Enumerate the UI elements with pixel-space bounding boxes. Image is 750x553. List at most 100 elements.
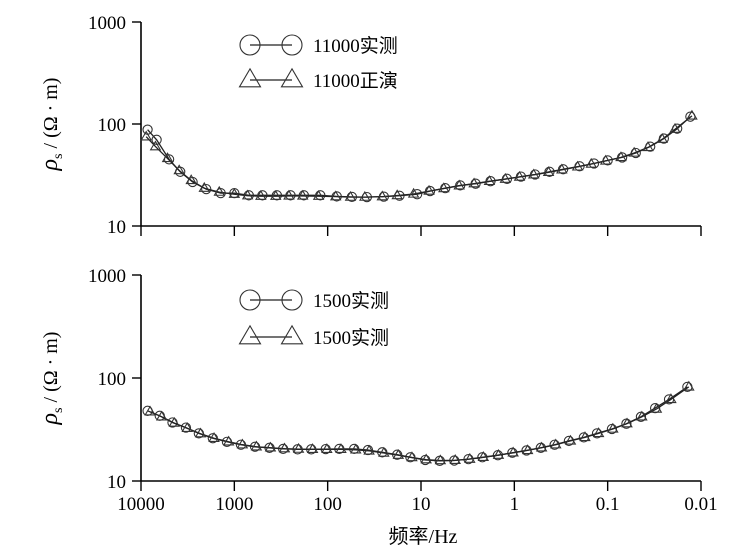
legend-label: 11000实测 bbox=[313, 35, 398, 57]
series-circle bbox=[142, 111, 696, 203]
triangle-marker bbox=[621, 417, 633, 428]
circle-marker bbox=[239, 289, 261, 311]
series-line bbox=[147, 116, 691, 198]
triangle-marker bbox=[468, 177, 480, 188]
triangle-marker bbox=[278, 442, 291, 453]
triangle-marker bbox=[238, 67, 262, 88]
triangle-marker bbox=[434, 454, 447, 465]
y-axis-unit: / (Ω · m) bbox=[40, 78, 62, 154]
series-triangle bbox=[140, 109, 698, 201]
triangle-marker bbox=[208, 432, 220, 442]
triangle-marker bbox=[453, 179, 465, 190]
triangle-marker bbox=[329, 190, 342, 201]
series-line bbox=[147, 386, 688, 462]
triangle-marker bbox=[173, 164, 185, 175]
triangle-marker bbox=[449, 454, 461, 464]
triangle-marker bbox=[407, 187, 420, 198]
triangle-marker bbox=[420, 453, 432, 464]
x-tick-label: 10000 bbox=[117, 494, 165, 515]
triangle-marker bbox=[391, 189, 403, 200]
y-tick-label: 10 bbox=[107, 472, 126, 493]
triangle-marker bbox=[185, 174, 197, 185]
triangle-marker bbox=[513, 170, 526, 181]
triangle-marker bbox=[507, 446, 519, 457]
triangle-marker bbox=[636, 410, 648, 421]
circle-marker bbox=[142, 124, 153, 135]
x-tick-label: 1000 bbox=[215, 494, 253, 515]
triangle-marker bbox=[241, 189, 254, 200]
triangle-marker bbox=[264, 441, 277, 452]
triangle-marker bbox=[535, 441, 548, 452]
series-line bbox=[145, 115, 693, 198]
triangle-marker bbox=[344, 190, 357, 201]
triangle-marker bbox=[181, 422, 193, 432]
circle-marker bbox=[201, 183, 212, 195]
triangle-marker bbox=[437, 182, 450, 193]
triangle-marker bbox=[615, 151, 627, 162]
chart-panel-bottom: 10000 1000 100 10 1 0.1 0.01 1000 100 10 ρs / (Ω ·… bbox=[37, 266, 718, 515]
triangle-marker bbox=[269, 189, 282, 200]
legend-entry: 11000实测 bbox=[239, 34, 398, 57]
y-tick-label: 100 bbox=[98, 369, 127, 390]
triangle-marker bbox=[335, 443, 347, 454]
circle-marker bbox=[281, 34, 303, 56]
triangle-marker bbox=[492, 448, 505, 459]
legend-label: 1500实测 bbox=[313, 327, 389, 349]
y-tick-label: 10 bbox=[107, 217, 126, 238]
legend-label: 11000正演 bbox=[313, 70, 398, 92]
x-tick-label: 100 bbox=[313, 494, 342, 515]
triangle-marker bbox=[280, 324, 304, 345]
triangle-marker bbox=[222, 435, 235, 446]
triangle-marker bbox=[686, 109, 698, 120]
y-axis-label: ρs / (Ω · m) bbox=[37, 78, 66, 172]
y-axis-symbol: ρ bbox=[37, 159, 63, 172]
y-tick-label: 1000 bbox=[88, 13, 126, 34]
triangle-marker bbox=[556, 163, 568, 174]
triangle-marker bbox=[161, 152, 174, 163]
triangle-marker bbox=[296, 189, 309, 200]
triangle-marker bbox=[656, 132, 669, 143]
triangle-marker bbox=[359, 190, 371, 201]
circle-marker bbox=[588, 158, 600, 169]
triangle-marker bbox=[477, 451, 490, 461]
triangle-marker bbox=[542, 166, 555, 177]
triangle-marker bbox=[198, 181, 211, 192]
triangle-marker bbox=[228, 187, 241, 198]
series-circle bbox=[142, 381, 693, 466]
triangle-marker bbox=[140, 130, 152, 141]
triangle-marker bbox=[650, 402, 663, 413]
triangle-marker bbox=[378, 446, 390, 457]
triangle-marker bbox=[168, 416, 181, 427]
circle-marker bbox=[180, 422, 192, 433]
triangle-marker bbox=[312, 189, 325, 200]
y-axis-unit: / (Ω · m) bbox=[40, 332, 62, 408]
legend-entry: 1500实测 bbox=[239, 289, 389, 312]
circle-marker bbox=[281, 289, 303, 311]
triangle-marker bbox=[585, 157, 598, 168]
triangle-marker bbox=[423, 184, 435, 195]
triangle-marker bbox=[521, 444, 534, 455]
triangle-marker bbox=[236, 438, 249, 449]
triangle-marker bbox=[527, 168, 540, 179]
legend-entry: 11000正演 bbox=[238, 67, 398, 92]
x-tick-label: 0.1 bbox=[596, 494, 620, 515]
triangle-marker bbox=[665, 393, 677, 404]
triangle-marker bbox=[406, 451, 418, 462]
triangle-marker bbox=[255, 189, 267, 200]
triangle-marker bbox=[669, 122, 681, 133]
triangle-marker bbox=[464, 452, 476, 463]
triangle-marker bbox=[349, 443, 362, 454]
y-tick-label: 1000 bbox=[88, 266, 126, 287]
circle-marker bbox=[271, 190, 283, 201]
chart-panel-top: 1000 100 10 ρs / (Ω · m) 11000实测 11000正演 bbox=[37, 13, 702, 238]
y-axis-subscript: s bbox=[51, 407, 66, 412]
triangle-marker bbox=[564, 434, 577, 445]
y-axis-subscript: s bbox=[51, 153, 66, 158]
y-tick-label: 100 bbox=[98, 115, 127, 136]
triangle-marker bbox=[392, 448, 405, 459]
triangle-marker bbox=[571, 160, 584, 171]
triangle-marker bbox=[549, 438, 562, 449]
triangle-marker bbox=[213, 185, 226, 196]
triangle-marker bbox=[683, 380, 695, 391]
